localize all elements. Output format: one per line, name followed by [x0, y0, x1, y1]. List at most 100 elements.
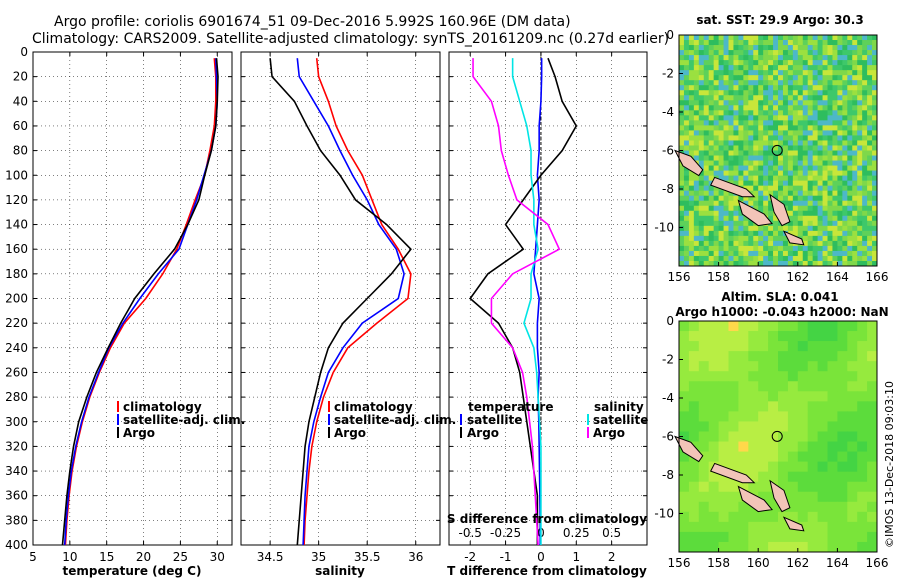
- heatmap-cell: [862, 120, 868, 126]
- heatmap-cell: [872, 255, 878, 262]
- heatmap-cell: [822, 95, 828, 101]
- heatmap-cell: [812, 200, 819, 207]
- heatmap-cell: [842, 215, 848, 222]
- heatmap-cell: [872, 185, 878, 192]
- heatmap-cell: [758, 195, 764, 202]
- heatmap-cell: [713, 240, 720, 247]
- heatmap-cell: [842, 170, 848, 177]
- heatmap-cell: [688, 35, 695, 41]
- heatmap-cell: [718, 115, 725, 121]
- heatmap-cell: [708, 60, 715, 66]
- heatmap-cell: [822, 260, 828, 267]
- heatmap-cell: [797, 145, 804, 151]
- heatmap-cell: [837, 441, 848, 453]
- heatmap-cell: [822, 210, 828, 217]
- heatmap-cell: [847, 541, 858, 553]
- heatmap-cell: [728, 80, 734, 86]
- heatmap-cell: [763, 190, 769, 197]
- heatmap-cell: [837, 501, 848, 513]
- heatmap-cell: [758, 145, 764, 151]
- heatmap-cell: [852, 80, 858, 86]
- heatmap-cell: [857, 240, 863, 247]
- heatmap-cell: [679, 260, 685, 267]
- heatmap-cell: [718, 85, 725, 91]
- heatmap-cell: [753, 245, 759, 252]
- heatmap-cell: [733, 210, 739, 217]
- heatmap-cell: [832, 150, 838, 157]
- heatmap-cell: [857, 461, 868, 473]
- heatmap-cell: [872, 50, 878, 56]
- heatmap-cell: [763, 45, 769, 51]
- heatmap-cell: [857, 145, 863, 151]
- heatmap-cell: [857, 55, 863, 61]
- heatmap-cell: [733, 75, 739, 81]
- heatmap-cell: [738, 225, 744, 232]
- heatmap-cell: [723, 75, 729, 81]
- heatmap-cell: [773, 225, 779, 232]
- heatmap-cell: [748, 225, 754, 232]
- heatmap-cell: [787, 80, 794, 86]
- heatmap-cell: [753, 185, 759, 192]
- heatmap-cell: [688, 185, 695, 192]
- heatmap-cell: [723, 215, 729, 222]
- heatmap-cell: [847, 321, 858, 332]
- heatmap-cell: [807, 75, 814, 81]
- heatmap-cell: [733, 230, 739, 237]
- heatmap-cell: [773, 160, 779, 167]
- heatmap-cell: [773, 150, 779, 157]
- heatmap-cell: [768, 421, 779, 432]
- heatmap-cell: [748, 391, 759, 402]
- heatmap-cell: [743, 200, 749, 207]
- heatmap-cell: [758, 55, 764, 61]
- heatmap-cell: [802, 115, 809, 121]
- heatmap-cell: [787, 110, 794, 116]
- heatmap-cell: [832, 105, 838, 111]
- heatmap-cell: [822, 240, 828, 247]
- heatmap-cell: [733, 85, 739, 91]
- heatmap-cell: [842, 135, 848, 141]
- heatmap-cell: [797, 55, 804, 61]
- heatmap-cell: [708, 185, 715, 192]
- heatmap-cell: [698, 150, 705, 157]
- heatmap-cell: [812, 145, 819, 151]
- heatmap-cell: [847, 205, 853, 212]
- heatmap-cell: [797, 45, 804, 51]
- heatmap-cell: [792, 175, 799, 182]
- heatmap-cell: [872, 250, 878, 257]
- heatmap-cell: [703, 245, 710, 252]
- heatmap-cell: [718, 411, 729, 422]
- heatmap-cell: [698, 45, 705, 51]
- heatmap-cell: [832, 45, 838, 51]
- heatmap-cell: [842, 185, 848, 192]
- heatmap-cell: [817, 170, 824, 177]
- temperature-axis-label: temperature (deg C): [63, 564, 202, 578]
- heatmap-cell: [857, 65, 863, 71]
- heatmap-cell: [787, 245, 794, 252]
- heatmap-cell: [817, 115, 824, 121]
- heatmap-cell: [698, 451, 710, 463]
- heatmap-cell: [847, 180, 853, 187]
- heatmap-cell: [827, 521, 838, 533]
- map-y-tick-label: -10: [654, 507, 674, 521]
- heatmap-cell: [782, 120, 789, 126]
- heatmap-cell: [733, 125, 739, 131]
- heatmap-cell: [807, 250, 814, 257]
- heatmap-cell: [807, 240, 814, 247]
- argo-location-marker: [771, 144, 783, 156]
- heatmap-cell: [713, 150, 720, 157]
- heatmap-cell: [693, 60, 700, 66]
- heatmap-cell: [807, 155, 814, 162]
- heatmap-cell: [867, 341, 878, 352]
- heatmap-cell: [733, 165, 739, 172]
- heatmap-cell: [723, 130, 729, 136]
- heatmap-cell: [807, 40, 814, 46]
- heatmap-cell: [713, 185, 720, 192]
- heatmap-cell: [867, 381, 878, 392]
- heatmap-cell: [872, 35, 878, 41]
- heatmap-cell: [802, 195, 809, 202]
- heatmap-cell: [758, 50, 764, 56]
- heatmap-cell: [778, 55, 784, 61]
- heatmap-cell: [797, 511, 809, 523]
- heatmap-cell: [862, 240, 868, 247]
